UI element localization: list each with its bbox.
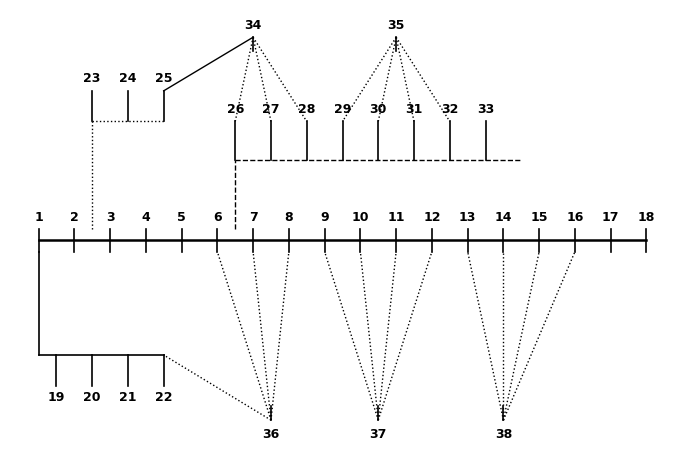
Text: 21: 21 (119, 391, 137, 404)
Text: 14: 14 (495, 211, 512, 224)
Text: 17: 17 (602, 211, 619, 224)
Text: 15: 15 (530, 211, 548, 224)
Text: 11: 11 (388, 211, 405, 224)
Text: 1: 1 (34, 211, 43, 224)
Text: 26: 26 (227, 103, 244, 116)
Text: 12: 12 (423, 211, 440, 224)
Text: 32: 32 (441, 103, 458, 116)
Text: 36: 36 (262, 428, 279, 441)
Text: 19: 19 (48, 391, 65, 404)
Text: 5: 5 (177, 211, 186, 224)
Text: 27: 27 (262, 103, 279, 116)
Text: 7: 7 (249, 211, 258, 224)
Text: 20: 20 (84, 391, 101, 404)
Text: 18: 18 (638, 211, 655, 224)
Text: 37: 37 (370, 428, 387, 441)
Text: 13: 13 (459, 211, 476, 224)
Text: 4: 4 (141, 211, 150, 224)
Text: 35: 35 (388, 19, 405, 32)
Text: 2: 2 (70, 211, 79, 224)
Text: 31: 31 (406, 103, 423, 116)
Text: 29: 29 (334, 103, 351, 116)
Text: 8: 8 (284, 211, 293, 224)
Text: 22: 22 (155, 391, 173, 404)
Text: 23: 23 (84, 73, 101, 86)
Text: 30: 30 (370, 103, 387, 116)
Text: 33: 33 (477, 103, 494, 116)
Text: 9: 9 (321, 211, 329, 224)
Text: 3: 3 (105, 211, 114, 224)
Text: 38: 38 (495, 428, 512, 441)
Text: 25: 25 (155, 73, 173, 86)
Text: 16: 16 (566, 211, 584, 224)
Text: 6: 6 (213, 211, 222, 224)
Text: 24: 24 (119, 73, 137, 86)
Text: 28: 28 (298, 103, 315, 116)
Text: 10: 10 (351, 211, 369, 224)
Text: 34: 34 (245, 19, 262, 32)
